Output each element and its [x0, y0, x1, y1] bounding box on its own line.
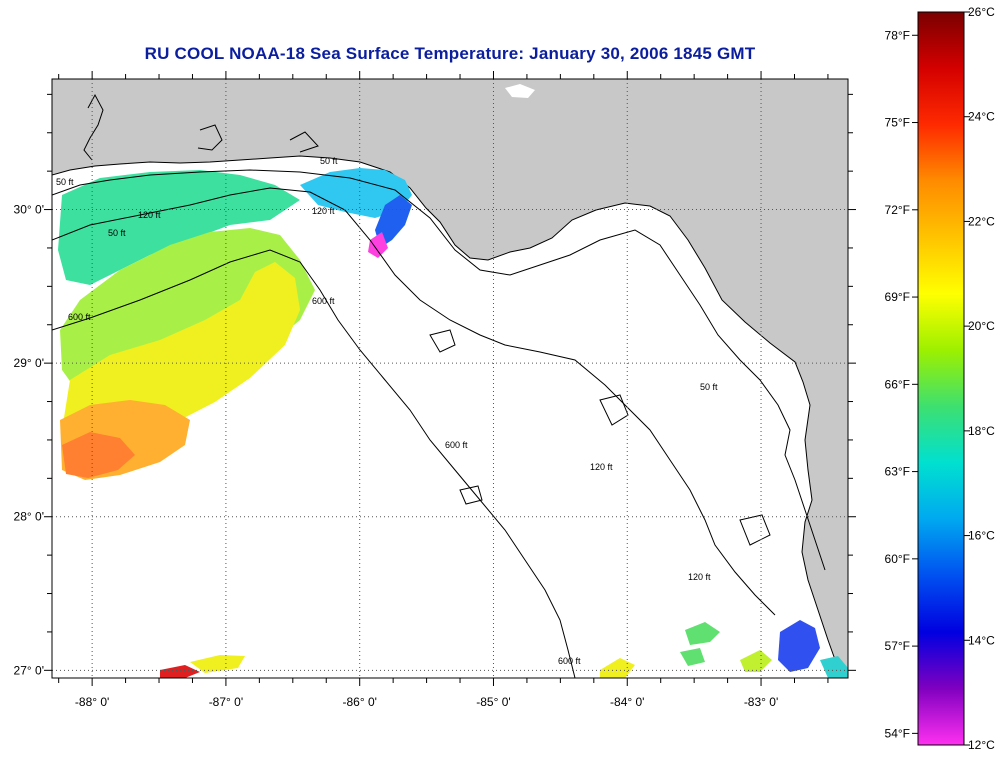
contour-label: 120 ft — [138, 210, 161, 220]
lon-tick-label: -83° 0' — [744, 695, 778, 709]
fahrenheit-tick-label: 75°F — [885, 116, 910, 130]
celsius-tick-label: 22°C — [968, 214, 995, 228]
contour-label: 50 ft — [700, 382, 718, 392]
contour-50ft — [52, 169, 826, 571]
longitude-labels: -88° 0' -87° 0' -86° 0' -85° 0' -84° 0' -83° … — [75, 695, 778, 709]
contour-labels: 50 ft 50 ft 50 ft 50 ft 120 ft 120 ft 12… — [56, 156, 718, 666]
lat-tick-label: 29° 0' — [14, 356, 44, 370]
sst-patch-cool-west — [58, 170, 300, 285]
colorbar-ticks: 26°C 24°C 22°C 20°C 18°C 16°C 14°C 12°C 78°F 75°F… — [885, 5, 996, 752]
sst-patch-east-cyan — [820, 656, 848, 678]
sst-patch-cyan — [300, 168, 412, 218]
celsius-tick-label: 24°C — [968, 110, 995, 124]
coast-inlet — [289, 131, 319, 153]
fahrenheit-tick-label: 60°F — [885, 552, 910, 566]
contour-label: 120 ft — [590, 462, 613, 472]
sst-patch-east-blue — [778, 620, 820, 672]
contour-label: 600 ft — [312, 296, 335, 306]
map-frame — [51, 78, 849, 679]
fahrenheit-tick-label: 69°F — [885, 290, 910, 304]
contour-label: 600 ft — [68, 312, 91, 322]
latitude-labels: 30° 0' 29° 0' 28° 0' 27° 0' — [14, 203, 44, 678]
lon-tick-label: -86° 0' — [342, 695, 376, 709]
celsius-tick-label: 14°C — [968, 633, 995, 647]
small-island — [505, 84, 535, 98]
coast-inlet — [83, 93, 104, 161]
colorbar: 26°C 24°C 22°C 20°C 18°C 16°C 14°C 12°C 78°F 75°F… — [885, 5, 996, 752]
contour-label: 50 ft — [56, 177, 74, 187]
sst-patch-south-yellow-2 — [600, 658, 635, 678]
celsius-tick-label: 16°C — [968, 529, 995, 543]
contour-detail — [429, 329, 456, 353]
fahrenheit-tick-label: 57°F — [885, 639, 910, 653]
fahrenheit-tick-label: 54°F — [885, 726, 910, 740]
fahrenheit-tick-label: 63°F — [885, 465, 910, 479]
lat-tick-label: 28° 0' — [14, 510, 44, 524]
celsius-tick-label: 18°C — [968, 424, 995, 438]
contour-label: 600 ft — [558, 656, 581, 666]
contour-600ft — [52, 249, 576, 678]
contour-label: 50 ft — [108, 228, 126, 238]
bathymetry-contours — [52, 169, 826, 678]
contour-120ft — [52, 187, 776, 616]
sst-data — [58, 168, 848, 678]
celsius-tick-label: 26°C — [968, 5, 995, 19]
sst-patch-magenta — [368, 232, 388, 258]
lon-tick-label: -88° 0' — [75, 695, 109, 709]
land-mass — [52, 79, 848, 678]
contour-label: 120 ft — [688, 572, 711, 582]
contour-label: 50 ft — [320, 156, 338, 166]
sst-patch-south-yellow — [190, 655, 245, 673]
sst-patch-east-yellow-green — [740, 650, 772, 672]
sst-patch-east-green-2 — [680, 648, 705, 666]
lat-tick-label: 30° 0' — [14, 203, 44, 217]
fahrenheit-tick-label: 78°F — [885, 28, 910, 42]
sst-patch-blue — [375, 195, 412, 248]
lat-tick-label: 27° 0' — [14, 663, 44, 677]
sst-patch-deep-orange — [62, 432, 135, 478]
sst-patch-east-green — [685, 622, 720, 645]
coast-inlet — [197, 124, 223, 151]
contour-label: 120 ft — [312, 206, 335, 216]
map-plot-area: 50 ft 50 ft 50 ft 50 ft 120 ft 120 ft 12… — [52, 79, 848, 678]
map-title: RU COOL NOAA-18 Sea Surface Temperature:… — [144, 44, 756, 63]
contour-detail — [459, 485, 483, 505]
lon-tick-label: -87° 0' — [209, 695, 243, 709]
contour-detail — [739, 514, 771, 546]
contour-detail — [599, 394, 629, 426]
lon-tick-label: -84° 0' — [610, 695, 644, 709]
lon-tick-label: -85° 0' — [476, 695, 510, 709]
contour-label: 600 ft — [445, 440, 468, 450]
grid-lines — [52, 79, 848, 678]
fahrenheit-tick-label: 72°F — [885, 203, 910, 217]
axis-ticks — [44, 71, 856, 686]
fahrenheit-tick-label: 66°F — [885, 377, 910, 391]
celsius-tick-label: 12°C — [968, 738, 995, 752]
sst-patch-south-red — [160, 665, 200, 678]
celsius-tick-label: 20°C — [968, 319, 995, 333]
colorbar-gradient — [917, 11, 965, 746]
